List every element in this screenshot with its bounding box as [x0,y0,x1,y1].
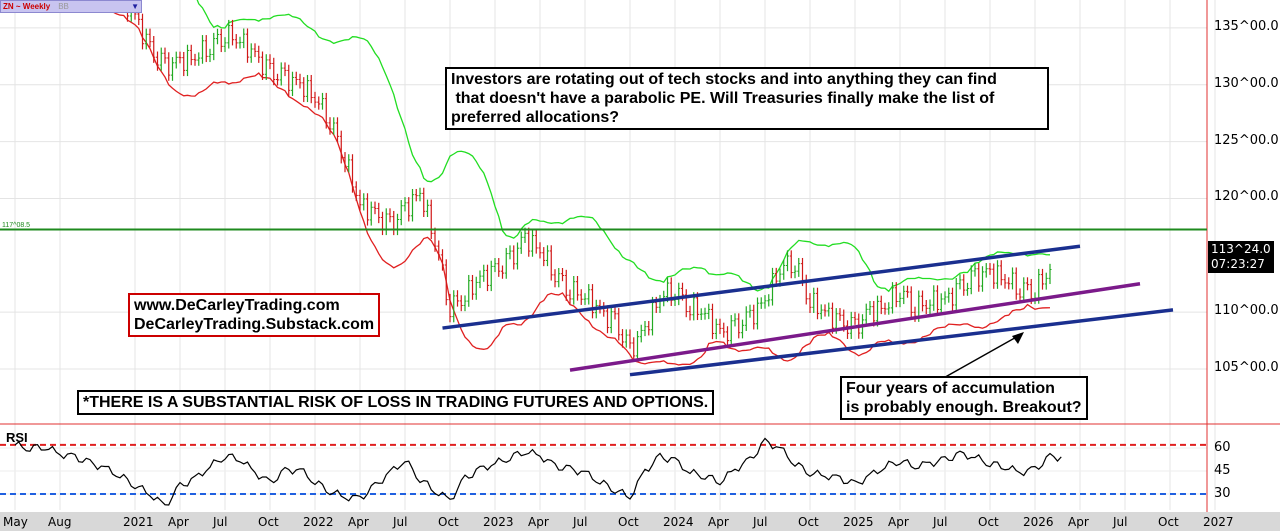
trendline-lower-channel [629,308,1174,377]
study-label: BB [58,2,69,11]
rsi-line [14,437,1062,506]
time-tick-label: 2022 [303,515,334,529]
time-tick-label: 2026 [1023,515,1054,529]
price-tick-label: 105^00.0 [1214,360,1279,375]
time-tick-label: Apr [708,515,729,529]
time-tick-label: 2024 [663,515,694,529]
website-annotation: www.DeCarleyTrading.com DeCarleyTrading.S… [128,293,381,337]
price-tick-label: 120^00.0 [1214,189,1279,205]
dropdown-icon[interactable]: ▼ [131,2,139,11]
hline-label: 117^08.5 [2,222,31,229]
time-tick-label: Oct [798,515,819,529]
symbol-selector[interactable]: ZN ~ Weekly BB ▼ [0,0,142,13]
time-tick-label: Jul [213,515,228,529]
time-tick-label: May [3,515,28,529]
time-tick-label: Apr [888,515,909,529]
time-tick-label: Jul [753,515,768,529]
arrow-head [1012,332,1024,344]
time-tick-label: Oct [438,515,459,529]
website-link: www.DeCarleyTrading.com [134,297,340,314]
bollinger-upper [196,0,1051,293]
trendline-mid-channel [569,281,1141,372]
breakout-annotation: Four years of accumulation is probably en… [840,376,1088,420]
time-tick-label: Jul [573,515,588,529]
rsi-label: RSI [6,430,28,445]
time-tick-label: Oct [258,515,279,529]
price-tick-label: 125^00.0 [1214,132,1279,148]
breakout-text-2: is probably enough. Breakout? [846,399,1082,416]
risk-disclaimer: *THERE IS A SUBSTANTIAL RISK OF LOSS IN … [77,390,715,415]
symbol-label: ZN ~ Weekly [3,2,51,11]
time-tick-label: Aug [48,515,72,529]
price-tick-label: 130^00.0 [1214,75,1279,91]
time-tick-label: 2021 [123,515,154,529]
time-tick-label: Apr [168,515,189,529]
time-tick-label: Jul [1113,515,1128,529]
time-tick-label: Apr [528,515,549,529]
time-tick-label: 2023 [483,515,514,529]
rsi-tick-label: 60 [1214,440,1231,455]
time-tick-label: Jul [393,515,408,529]
commentary-annotation: Investors are rotating out of tech stock… [445,67,1049,130]
last-price: 113^24.0 [1211,242,1271,256]
breakout-text-1: Four years of accumulation [846,380,1055,397]
substack-link: DeCarleyTrading.Substack.com [134,316,375,333]
time-tick-label: Jul [933,515,948,529]
last-price-tag: 113^24.0 07:23:27 [1208,241,1274,273]
time-tick-label: 2025 [843,515,874,529]
price-tick-label: 135^00.0 [1214,18,1279,34]
price-tick-label: 110^00.0 [1214,303,1279,319]
time-axis [0,512,1280,531]
trendline-upper-channel [442,244,1081,330]
bar-timer: 07:23:27 [1211,257,1265,271]
time-tick-label: Apr [1068,515,1089,529]
arrow-line [939,334,1021,381]
time-tick-label: 2027 [1203,515,1234,529]
time-tick-label: Oct [1158,515,1179,529]
time-tick-label: Oct [618,515,639,529]
rsi-tick-label: 45 [1214,462,1231,478]
time-tick-label: Apr [348,515,369,529]
rsi-tick-label: 30 [1214,485,1231,501]
time-tick-label: Oct [978,515,999,529]
